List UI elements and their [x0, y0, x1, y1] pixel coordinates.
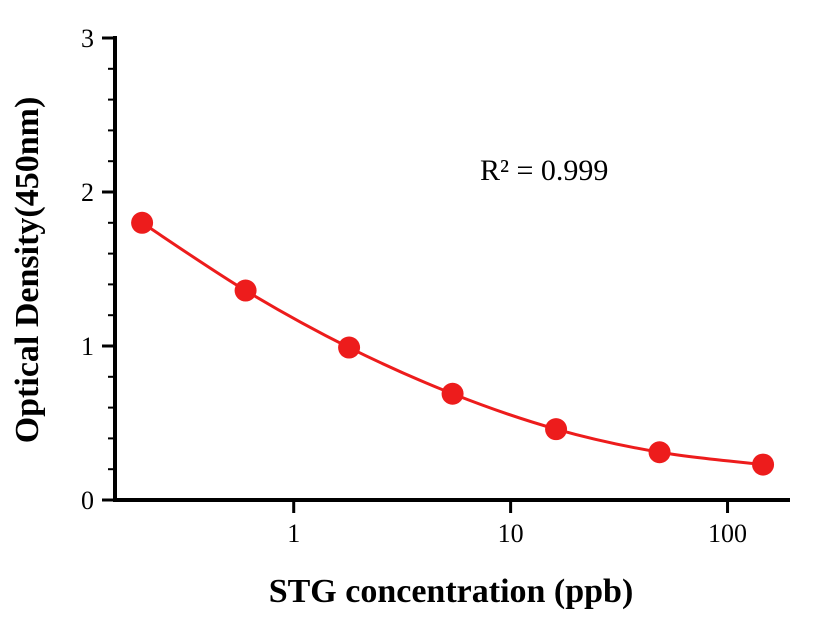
fit-curve: [141, 221, 764, 467]
data-point: [338, 336, 361, 359]
y-tick-label: 3: [81, 24, 94, 53]
x-tick-label: 1: [287, 519, 300, 548]
x-tick-label: 100: [708, 519, 747, 548]
x-axis-title: STG concentration (ppb): [269, 573, 634, 610]
data-point: [131, 211, 154, 234]
data-point: [752, 453, 775, 476]
plot-area: 0 1 2 3 1 10 100: [81, 24, 790, 548]
y-tick-label: 1: [81, 332, 94, 361]
y-axis-title: Optical Density(450nm): [9, 97, 46, 444]
y-tick-label: 2: [81, 178, 94, 207]
y-tick-label: 0: [81, 486, 94, 515]
data-point: [648, 441, 671, 464]
data-point: [545, 418, 568, 441]
data-point: [234, 279, 257, 302]
x-tick-label: 10: [498, 519, 524, 548]
r-squared-annotation: R² = 0.999: [480, 154, 608, 187]
data-point: [441, 382, 464, 405]
